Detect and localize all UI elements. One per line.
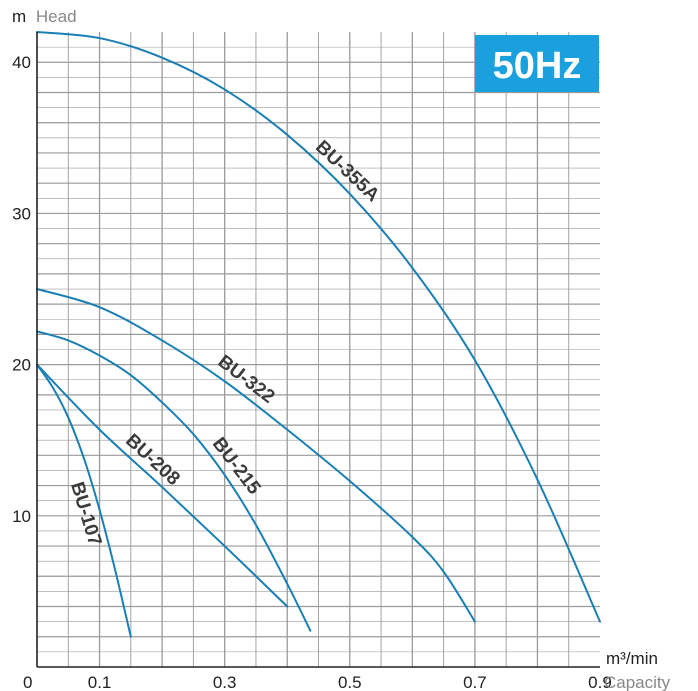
y-axis-title: m Head	[12, 7, 77, 26]
y-tick-label: 20	[12, 356, 31, 375]
curve-bu-215	[36, 330, 312, 632]
y-tick-label: 40	[12, 53, 31, 72]
curve-bu-208	[36, 363, 289, 608]
x-tick-label: 0.9	[588, 673, 612, 691]
x-axis-label: Capacity	[604, 673, 671, 691]
performance-curves	[36, 31, 601, 638]
x-tick-label: 0.3	[213, 673, 237, 691]
curve-bu-322	[36, 288, 476, 623]
axes	[36, 32, 600, 668]
frequency-badge-background	[475, 35, 599, 92]
major-gridlines	[37, 32, 600, 667]
y-tick-label: 10	[12, 507, 31, 526]
x-tick-label: 0.1	[88, 673, 112, 691]
frequency-badge: 50Hz	[475, 35, 599, 92]
frequency-badge-text: 50Hz	[493, 45, 582, 87]
x-tick-label: 0.5	[338, 673, 362, 691]
x-tick-label: 0.7	[463, 673, 487, 691]
x-axis-unit: m³/min	[606, 649, 658, 668]
origin-label: 0	[23, 673, 32, 691]
y-axis-unit: m	[12, 7, 26, 26]
y-tick-label: 30	[12, 204, 31, 223]
curve-bu-355a	[36, 31, 601, 623]
tick-labels: 0.1 0.3 0.5 0.7 0.9 10 20 30 40	[12, 53, 612, 691]
curve-bu-107	[36, 363, 132, 638]
curve-label-bu-355a: BU-355A	[311, 137, 383, 207]
y-axis-label: Head	[36, 7, 77, 26]
minor-gridlines	[37, 32, 600, 667]
